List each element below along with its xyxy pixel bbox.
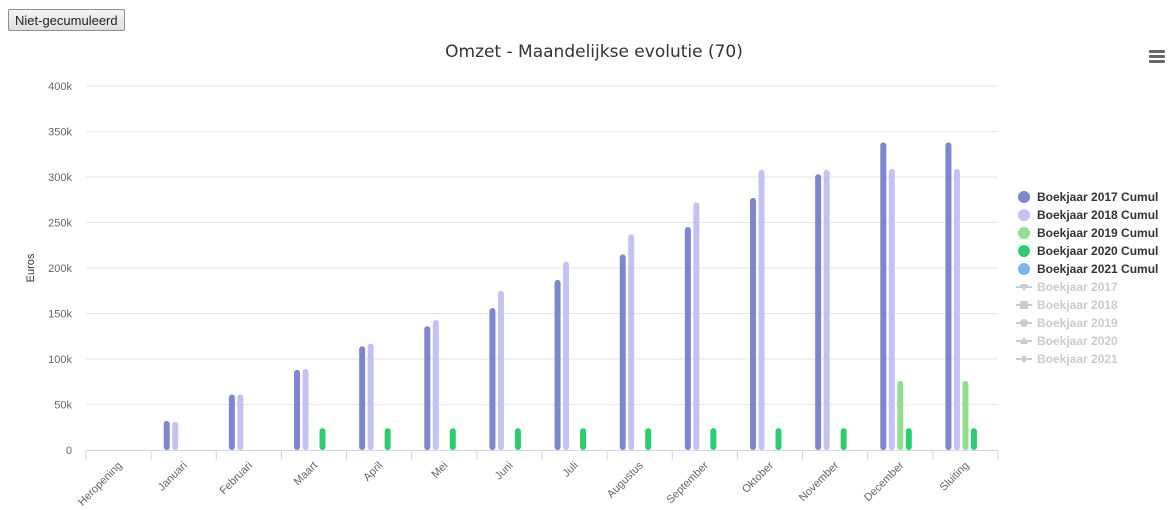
grid-lines xyxy=(86,85,998,405)
y-tick-label: 300k xyxy=(48,172,72,184)
bar[interactable] xyxy=(580,428,587,450)
bar[interactable] xyxy=(497,290,504,450)
legend-symbol xyxy=(1020,284,1028,291)
x-tick-label: Augustus xyxy=(605,459,646,500)
bar[interactable] xyxy=(359,346,366,450)
bar[interactable] xyxy=(645,428,652,450)
legend: Boekjaar 2017 Cumul Boekjaar 2018 Cumul Bo… xyxy=(1016,190,1158,366)
x-tick-label: Juni xyxy=(493,460,516,483)
bar[interactable] xyxy=(172,421,179,450)
bar[interactable] xyxy=(750,197,756,450)
bar[interactable] xyxy=(302,369,309,450)
legend-marker xyxy=(1018,227,1030,239)
non-cumulative-toggle-button[interactable]: Niet-gecumuleerd xyxy=(8,9,125,31)
legend-marker xyxy=(1018,209,1030,221)
bar[interactable] xyxy=(228,394,235,450)
bar[interactable] xyxy=(953,168,960,450)
bar[interactable] xyxy=(554,279,561,450)
bar[interactable] xyxy=(319,428,326,450)
bar[interactable] xyxy=(424,326,431,450)
legend-item[interactable]: Boekjaar 2021 Cumul xyxy=(1037,262,1158,276)
legend-item-hidden[interactable]: Boekjaar 2018 xyxy=(1037,298,1118,312)
legend-symbol xyxy=(1020,337,1028,344)
bar[interactable] xyxy=(945,142,952,451)
bar[interactable] xyxy=(905,428,912,450)
legend-symbol xyxy=(1020,355,1028,363)
legend-item[interactable]: Boekjaar 2019 Cumul xyxy=(1037,226,1158,240)
bar[interactable] xyxy=(815,174,822,450)
bar[interactable] xyxy=(628,234,635,450)
y-tick-label: 200k xyxy=(48,263,72,275)
y-tick-label: 50k xyxy=(54,400,72,412)
bar[interactable] xyxy=(294,369,300,450)
x-tick-label: November xyxy=(797,459,842,504)
bars-layer xyxy=(163,142,977,451)
x-axis: Heropening Januari Februari Maart April Mei Ju… xyxy=(76,450,999,509)
bar[interactable] xyxy=(619,254,626,450)
x-tick-label: Oktober xyxy=(740,459,776,495)
y-tick-label: 0 xyxy=(66,445,72,457)
bar[interactable] xyxy=(880,142,887,451)
bar[interactable] xyxy=(840,428,847,450)
bar[interactable] xyxy=(693,202,700,450)
hamburger-menu-icon[interactable] xyxy=(1149,50,1165,64)
bar[interactable] xyxy=(684,227,691,450)
x-tick-label: December xyxy=(862,459,907,504)
legend-symbol xyxy=(1020,319,1028,327)
bar[interactable] xyxy=(514,428,521,450)
bar[interactable] xyxy=(888,168,895,450)
x-tick-label: Mei xyxy=(429,460,450,481)
legend-item[interactable]: Boekjaar 2018 Cumul xyxy=(1037,208,1158,222)
y-tick-label: 150k xyxy=(48,309,72,321)
bar[interactable] xyxy=(449,428,456,450)
chart-title: Omzet - Maandelijkse evolutie (70) xyxy=(445,42,743,62)
legend-item-hidden[interactable]: Boekjaar 2020 xyxy=(1037,334,1118,348)
bar[interactable] xyxy=(432,319,439,450)
bar[interactable] xyxy=(237,394,244,450)
bar[interactable] xyxy=(563,261,570,450)
x-tick-label: Sluiting xyxy=(938,460,972,494)
x-tick-label: September xyxy=(664,459,711,506)
legend-item-hidden[interactable]: Boekjaar 2017 xyxy=(1037,280,1118,294)
x-tick-label: Maart xyxy=(292,460,320,488)
x-tick-label: Februari xyxy=(218,460,255,497)
bar[interactable] xyxy=(384,428,391,450)
bar[interactable] xyxy=(962,380,969,450)
y-tick-label: 250k xyxy=(48,218,72,230)
legend-marker xyxy=(1018,191,1030,203)
y-tick-label: 350k xyxy=(48,127,72,139)
bar[interactable] xyxy=(489,308,496,450)
legend-symbol xyxy=(1020,301,1028,309)
y-axis-title: Euros xyxy=(25,253,37,282)
bar[interactable] xyxy=(758,169,765,450)
y-tick-label: 100k xyxy=(48,354,72,366)
legend-item-hidden[interactable]: Boekjaar 2021 xyxy=(1037,352,1118,366)
legend-marker xyxy=(1018,263,1030,275)
bar[interactable] xyxy=(710,428,717,450)
x-tick-label: Heropening xyxy=(76,460,125,509)
x-tick-label: Januari xyxy=(156,460,190,494)
bar[interactable] xyxy=(367,343,374,450)
y-tick-label: 400k xyxy=(48,81,72,93)
bar[interactable] xyxy=(163,420,170,450)
bar[interactable] xyxy=(823,169,830,450)
legend-item-hidden[interactable]: Boekjaar 2019 xyxy=(1037,316,1118,330)
bar[interactable] xyxy=(897,380,904,450)
bar[interactable] xyxy=(775,428,782,450)
legend-item[interactable]: Boekjaar 2017 Cumul xyxy=(1037,190,1158,204)
legend-marker xyxy=(1018,245,1030,257)
x-tick-label: Juli xyxy=(561,460,581,480)
bar[interactable] xyxy=(970,428,977,450)
legend-item[interactable]: Boekjaar 2020 Cumul xyxy=(1037,244,1158,258)
x-tick-label: April xyxy=(361,460,385,484)
y-axis-ticks: 0 50k 100k 150k 200k 250k 300k 350k 400k xyxy=(48,81,72,457)
